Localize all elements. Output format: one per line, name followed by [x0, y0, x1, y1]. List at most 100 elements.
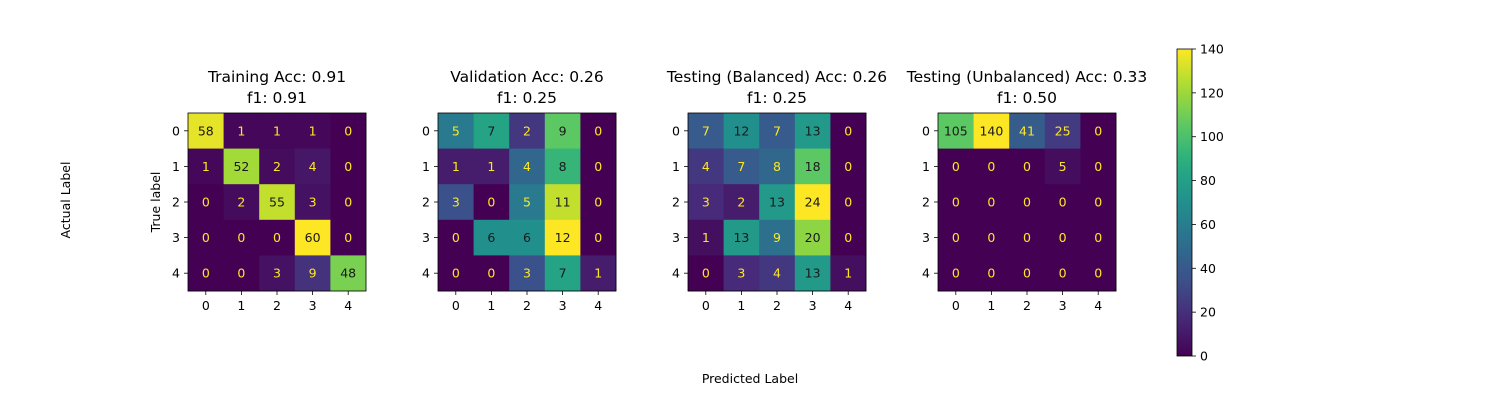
- cell-value-label: 0: [1059, 195, 1067, 210]
- heatmap-cell: [973, 148, 1010, 185]
- heatmap-cell: [1080, 184, 1117, 221]
- cell-value-label: 0: [344, 230, 352, 245]
- cell-value-label: 105: [944, 123, 968, 138]
- y-tick-label: 2: [172, 195, 180, 210]
- heatmap-cell: [688, 184, 724, 221]
- y-tick-label: 0: [672, 123, 680, 138]
- cell-value-label: 0: [844, 159, 852, 174]
- cell-value-label: 0: [1094, 230, 1102, 245]
- confusion-matrix-panel: Training Acc: 0.91 f1: 0.91 58 1 1 1 0 1 52 2 4 0 0 2…: [148, 68, 367, 313]
- cell-value-label: 0: [987, 195, 995, 210]
- x-tick-label: 0: [202, 298, 210, 313]
- cell-value-label: 3: [523, 266, 531, 281]
- cell-value-label: 4: [523, 159, 531, 174]
- heatmap-cell: [259, 148, 296, 185]
- cell-value-label: 0: [202, 266, 210, 281]
- heatmap-cell: [1009, 219, 1046, 256]
- cell-value-label: 0: [987, 266, 995, 281]
- cell-value-label: 4: [773, 266, 781, 281]
- heatmap-cell: [1080, 148, 1117, 185]
- cell-value-label: 7: [773, 123, 781, 138]
- cell-value-label: 1: [702, 230, 710, 245]
- heatmap-cell: [294, 113, 331, 149]
- heatmap-cell: [938, 219, 974, 256]
- x-tick-label: 1: [487, 298, 495, 313]
- heatmap-cell: [473, 219, 510, 256]
- heatmap-cell: [723, 113, 760, 149]
- heatmap-cell: [938, 148, 974, 185]
- heatmap-cell: [544, 148, 581, 185]
- heatmap-cell: [223, 184, 260, 221]
- x-tick-label: 3: [1059, 298, 1067, 313]
- heatmap-cell: [188, 255, 224, 292]
- cell-value-label: 0: [452, 266, 460, 281]
- cell-value-label: 1: [309, 123, 317, 138]
- cell-value-label: 7: [487, 123, 495, 138]
- heatmap-cell: [1044, 113, 1081, 149]
- y-tick-label: 2: [672, 195, 680, 210]
- y-tick-label: 0: [422, 123, 430, 138]
- heatmap-cell: [1080, 219, 1117, 256]
- heatmap-cell: [938, 184, 974, 221]
- heatmap-cell: [188, 184, 224, 221]
- cell-value-label: 1: [594, 266, 602, 281]
- heatmap-cell: [580, 113, 617, 149]
- colorbar-tick-label: 80: [1200, 173, 1216, 188]
- panel-ylabel: True label: [148, 172, 163, 234]
- heatmap-cell: [438, 184, 474, 221]
- x-tick-label: 1: [237, 298, 245, 313]
- heatmap-cell: [973, 184, 1010, 221]
- heatmap-cell: [723, 148, 760, 185]
- heatmap-cell: [473, 184, 510, 221]
- cell-value-label: 0: [702, 266, 710, 281]
- heatmap-cell: [759, 184, 796, 221]
- cell-value-label: 5: [523, 195, 531, 210]
- cell-value-label: 7: [559, 266, 567, 281]
- heatmap-cell: [509, 148, 546, 185]
- heatmap-cell: [1009, 184, 1046, 221]
- heatmap-cell: [688, 113, 724, 149]
- heatmap-cell: [188, 148, 224, 185]
- cell-value-label: 6: [523, 230, 531, 245]
- colorbar-frame: [1176, 48, 1193, 357]
- heatmap-cell: [830, 184, 867, 221]
- cell-value-label: 18: [805, 159, 821, 174]
- heatmap-cell: [544, 219, 581, 256]
- cell-value-label: 0: [202, 195, 210, 210]
- y-tick-label: 1: [672, 159, 680, 174]
- cell-value-label: 20: [805, 230, 821, 245]
- x-tick-label: 4: [1094, 298, 1102, 313]
- y-tick-label: 0: [922, 123, 930, 138]
- y-tick-label: 4: [172, 266, 180, 281]
- heatmap-cell: [938, 113, 974, 149]
- cell-value-label: 4: [702, 159, 710, 174]
- heatmap-cell: [1044, 255, 1081, 292]
- colorbar-tick-label: 140: [1200, 42, 1224, 57]
- x-tick-label: 4: [594, 298, 602, 313]
- cell-value-label: 7: [737, 159, 745, 174]
- panel-title-line1: Testing (Balanced) Acc: 0.26: [666, 68, 887, 86]
- cell-value-label: 0: [1094, 266, 1102, 281]
- heatmap-cell: [294, 219, 331, 256]
- cell-value-label: 0: [202, 230, 210, 245]
- x-tick-label: 4: [844, 298, 852, 313]
- cell-value-label: 6: [487, 230, 495, 245]
- heatmap-cell: [294, 184, 331, 221]
- cell-value-label: 9: [773, 230, 781, 245]
- colorbar-tick-label: 40: [1200, 261, 1216, 276]
- cell-value-label: 0: [1023, 159, 1031, 174]
- heatmap-cell: [938, 255, 974, 292]
- x-tick-label: 0: [452, 298, 460, 313]
- cell-value-label: 7: [702, 123, 710, 138]
- heatmap-cell: [544, 113, 581, 149]
- cell-value-label: 0: [487, 266, 495, 281]
- y-tick-label: 3: [922, 230, 930, 245]
- x-tick-label: 3: [809, 298, 817, 313]
- y-tick-label: 1: [422, 159, 430, 174]
- heatmap-cell: [544, 255, 581, 292]
- cell-value-label: 0: [844, 230, 852, 245]
- heatmap-cell: [330, 255, 367, 292]
- heatmap-cell: [509, 184, 546, 221]
- panel-title-line2: f1: 0.25: [497, 89, 557, 107]
